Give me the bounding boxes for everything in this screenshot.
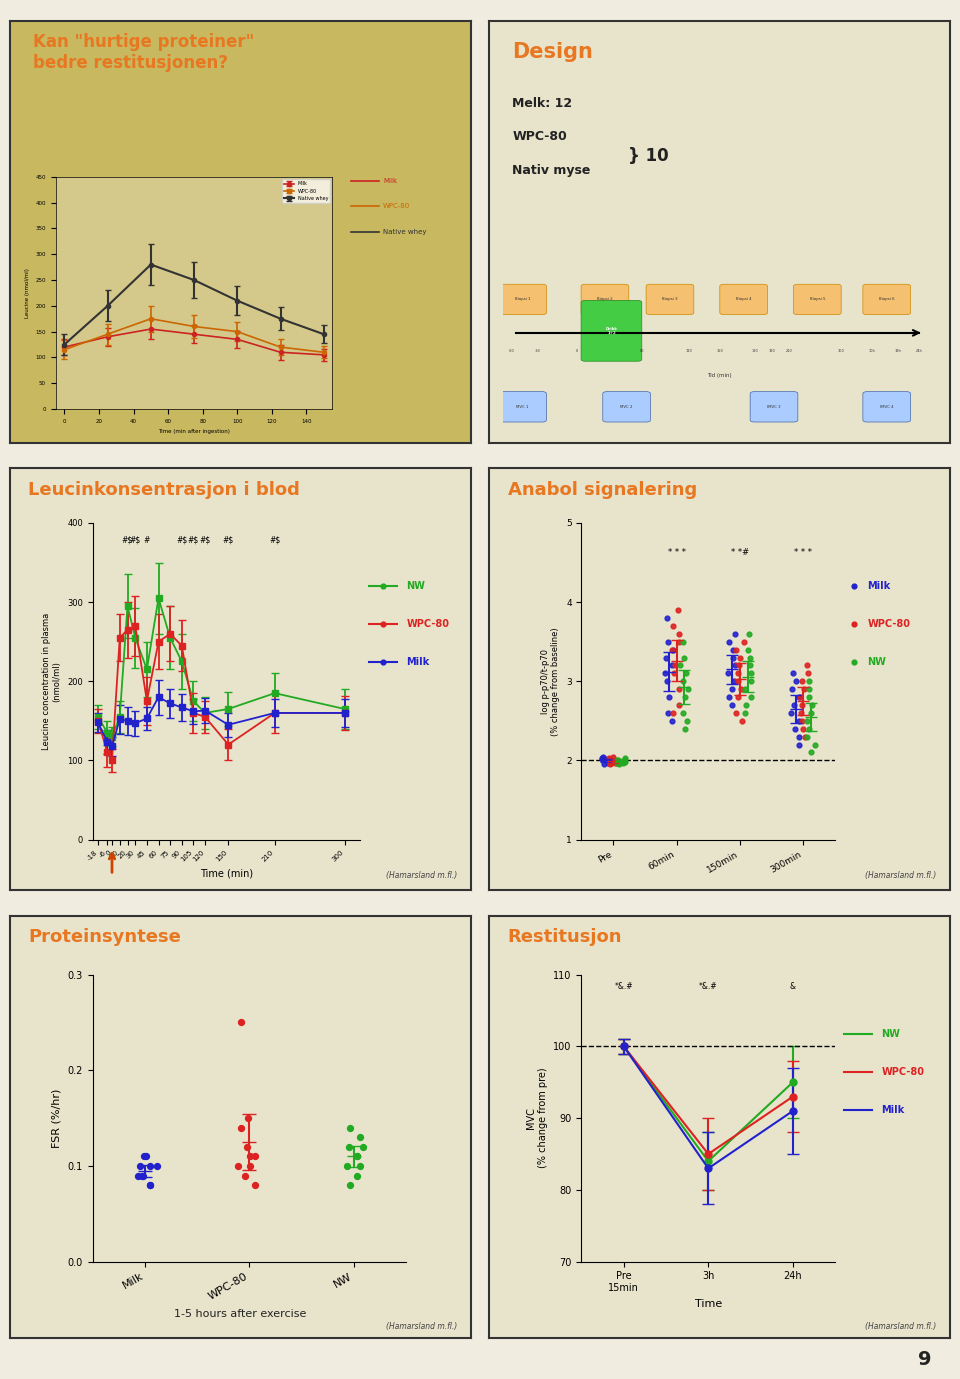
Text: Milk: Milk <box>383 178 397 183</box>
Point <box>375 614 391 636</box>
Text: (Hamarsland m.fl.): (Hamarsland m.fl.) <box>865 1322 937 1331</box>
Point <box>375 651 391 673</box>
Text: (Hamarsland m.fl.): (Hamarsland m.fl.) <box>386 870 457 880</box>
Text: Native whey: Native whey <box>383 229 426 234</box>
Text: } 10: } 10 <box>628 148 668 165</box>
Text: NW: NW <box>868 658 886 667</box>
Point <box>846 651 861 673</box>
Text: NW: NW <box>406 582 425 592</box>
Text: Leucinkonsentrasjon i blod: Leucinkonsentrasjon i blod <box>28 481 300 499</box>
Text: 1-5 hours after exercise: 1-5 hours after exercise <box>174 1309 306 1318</box>
Point <box>846 575 861 597</box>
Text: Nativ myse: Nativ myse <box>513 164 590 177</box>
Text: 9: 9 <box>918 1350 931 1369</box>
Text: Melk: 12: Melk: 12 <box>513 97 572 110</box>
Text: WPC-80: WPC-80 <box>513 131 567 143</box>
Text: WPC-80: WPC-80 <box>881 1067 924 1077</box>
Point <box>375 575 391 597</box>
Text: Kan "hurtige proteiner"
bedre restitusjonen?: Kan "hurtige proteiner" bedre restitusjo… <box>33 33 254 72</box>
Text: Milk: Milk <box>406 658 429 667</box>
Text: Milk: Milk <box>881 1105 904 1114</box>
Text: WPC-80: WPC-80 <box>868 619 910 629</box>
Text: Design: Design <box>513 41 593 62</box>
Text: (Hamarsland m.fl.): (Hamarsland m.fl.) <box>386 1322 457 1331</box>
Text: Milk: Milk <box>868 582 891 592</box>
Text: Proteinsyntese: Proteinsyntese <box>28 928 180 946</box>
Text: WPC-80: WPC-80 <box>383 204 411 210</box>
Text: Restitusjon: Restitusjon <box>508 928 622 946</box>
Text: (Hamarsland m.fl.): (Hamarsland m.fl.) <box>865 870 937 880</box>
Point <box>846 614 861 636</box>
Text: Anabol signalering: Anabol signalering <box>508 481 697 499</box>
Text: NW: NW <box>881 1029 900 1038</box>
Text: WPC-80: WPC-80 <box>406 619 449 629</box>
